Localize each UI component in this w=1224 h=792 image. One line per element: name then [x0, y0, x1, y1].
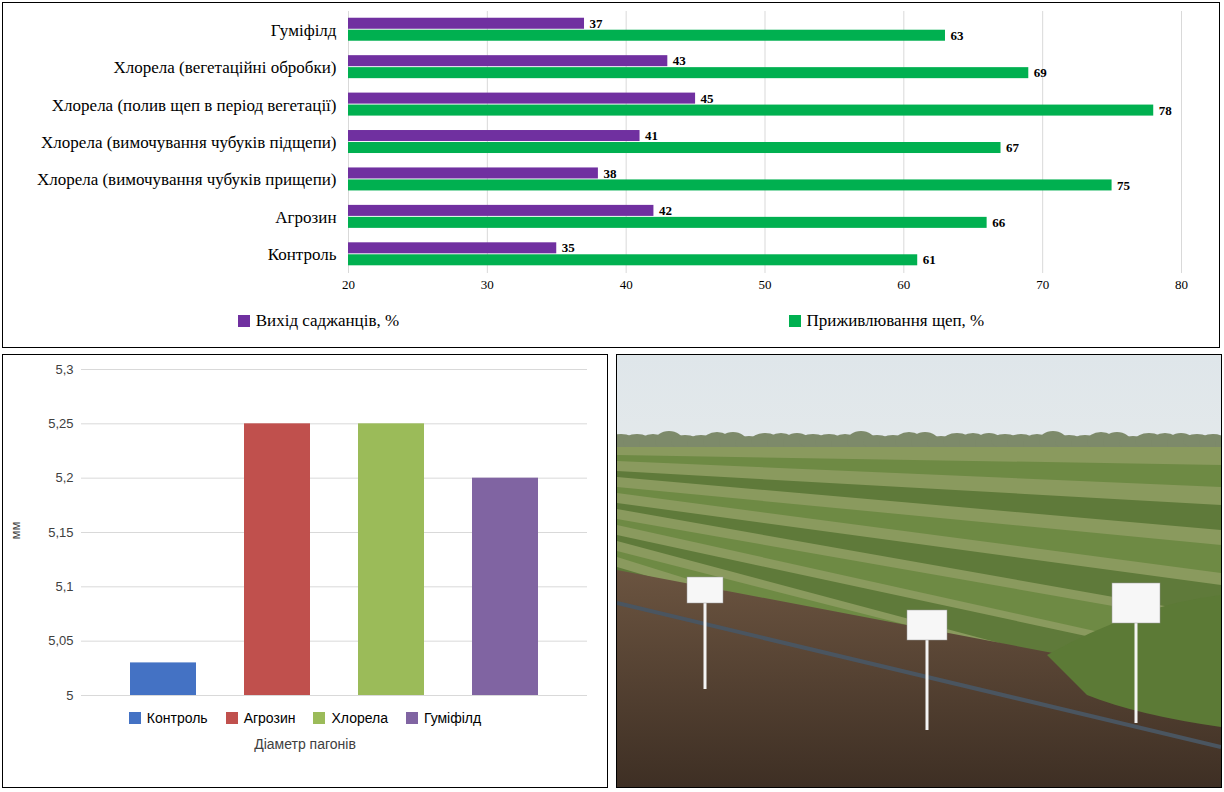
- html-text:Приживлювання щеп, %: Приживлювання щеп, %: [806, 311, 985, 330]
- svg-text:Агрозин: Агрозин: [275, 208, 336, 227]
- svg-text:45: 45: [701, 91, 715, 106]
- svg-text:43: 43: [673, 53, 687, 68]
- svg-text:35: 35: [562, 240, 576, 255]
- svg-text:Хлорела (вегетаційні обробки): Хлорела (вегетаційні обробки): [113, 58, 336, 77]
- svg-text:5,2: 5,2: [55, 470, 73, 485]
- html-text:Вихід саджанців, %: Вихід саджанців, %: [255, 311, 400, 330]
- svg-text:Гуміфілд: Гуміфілд: [271, 21, 337, 40]
- svg-text:80: 80: [1175, 277, 1188, 292]
- svg-text:30: 30: [481, 277, 494, 292]
- svg-text:75: 75: [1117, 178, 1131, 193]
- svg-text:Хлорела (полив щеп в період ве: Хлорела (полив щеп в період вегетації): [52, 96, 337, 115]
- svg-text:63: 63: [950, 28, 964, 43]
- svg-text:66: 66: [992, 215, 1006, 230]
- svg-text:38: 38: [603, 166, 617, 181]
- svg-text:5,05: 5,05: [48, 633, 73, 648]
- svg-text:70: 70: [1036, 277, 1049, 292]
- svg-text:60: 60: [897, 277, 910, 292]
- svg-text:37: 37: [590, 16, 604, 31]
- svg-text:78: 78: [1159, 103, 1173, 118]
- svg-text:Хлорела (вимочування чубуків п: Хлорела (вимочування чубуків прищепи): [37, 170, 337, 189]
- svg-text:41: 41: [645, 128, 658, 143]
- svg-text:Хлорела (вимочування чубуків п: Хлорела (вимочування чубуків підщепи): [41, 133, 336, 152]
- svg-text:67: 67: [1006, 140, 1020, 155]
- svg-text:5,3: 5,3: [55, 362, 73, 377]
- svg-text:50: 50: [759, 277, 772, 292]
- html-text:Хлорела: Хлорела: [331, 710, 388, 726]
- svg-text:5,15: 5,15: [48, 525, 73, 540]
- svg-text:69: 69: [1034, 65, 1048, 80]
- html-text:Гуміфілд: Гуміфілд: [424, 710, 482, 726]
- html-text:Контроль: Контроль: [146, 710, 208, 726]
- svg-text:42: 42: [659, 203, 672, 218]
- html-text:Діаметр пагонів: Діаметр пагонів: [254, 736, 356, 752]
- svg-text:20: 20: [342, 277, 355, 292]
- html-text:Агрозин: Агрозин: [243, 710, 296, 726]
- svg-text:5,25: 5,25: [48, 416, 73, 431]
- svg-text:5,1: 5,1: [55, 579, 73, 594]
- svg-text:5: 5: [66, 688, 73, 703]
- svg-text:61: 61: [923, 252, 936, 267]
- html-text:мм: мм: [8, 521, 24, 539]
- svg-text:Контроль: Контроль: [268, 245, 337, 264]
- svg-text:40: 40: [620, 277, 633, 292]
